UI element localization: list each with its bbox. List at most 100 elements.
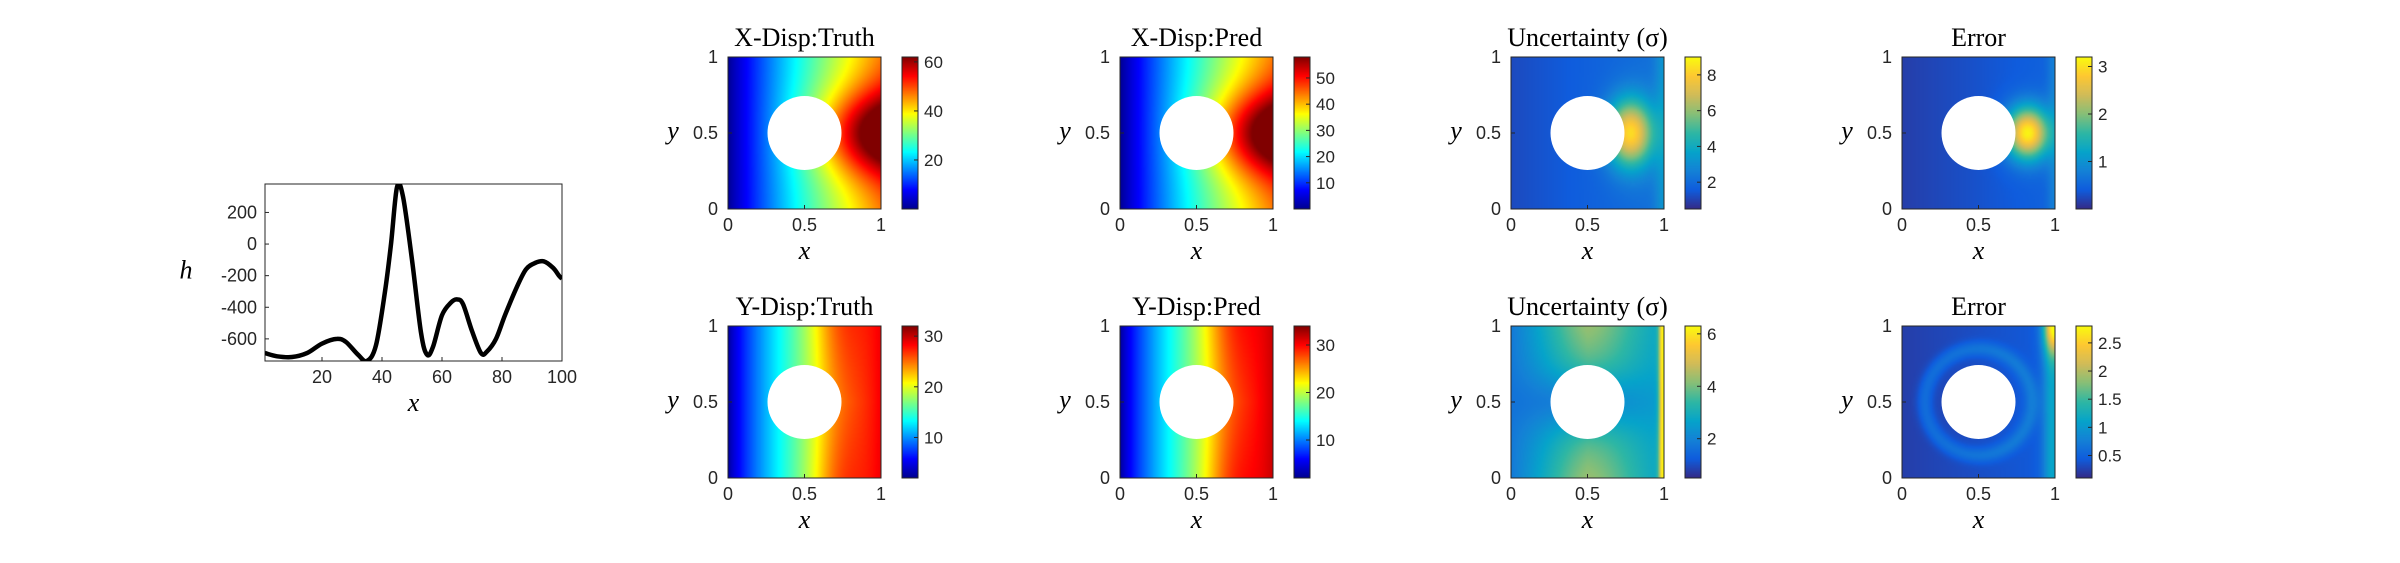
x-tick-label: 0.5 [792, 215, 817, 235]
x-tick-label: 0 [1897, 484, 1907, 504]
y-axis-label: y [664, 385, 679, 414]
colorbar-tick-label: 3 [2098, 58, 2107, 77]
colorbar-tick-label: 6 [1707, 102, 1716, 121]
heatmap-panel: Uncertainty (σ) 0 0.5 1 1 0.5 0 x y 6 4 2 [1447, 292, 1716, 534]
heatmap-panel: X-Disp:Pred 0 0.5 1 1 0.5 0 x y 50 40 30 20 10 [1056, 23, 1335, 265]
colorbar-tick-label: 6 [1707, 325, 1716, 344]
colorbar [1685, 326, 1701, 478]
y-axis-label: y [1447, 385, 1462, 414]
colorbar [2076, 326, 2092, 478]
y-axis-label: y [1447, 116, 1462, 145]
y-axis-label: y [1838, 116, 1853, 145]
colorbar-tick-label: 30 [1316, 121, 1335, 140]
heatmap-panel: Y-Disp:Truth 0 0.5 1 1 0.5 0 x y 30 20 10 [664, 292, 943, 534]
colorbar-tick-label: 20 [1316, 148, 1335, 167]
hole-circle [1941, 365, 2016, 439]
y-tick-label: 0 [1882, 199, 1892, 219]
colorbar-tick-label: 20 [924, 151, 943, 170]
colorbar-box [2075, 56, 2093, 210]
y-tick-label: 1 [1491, 316, 1501, 336]
x-axis-label: x [1190, 505, 1203, 534]
x-axis-label: x [1972, 505, 1985, 534]
colorbar-box [1684, 325, 1702, 479]
panel-title: Uncertainty (σ) [1507, 292, 1668, 321]
colorbar-tick-label: 1 [2098, 153, 2107, 172]
y-tick-label: 0.5 [1476, 123, 1501, 143]
colorbar-box [901, 325, 919, 479]
panel-title: X-Disp:Pred [1131, 23, 1262, 52]
y-tick-label: 1 [1100, 316, 1110, 336]
colorbar-tick-label: 10 [1316, 431, 1335, 450]
hole-circle [1159, 96, 1234, 170]
x-tick-label: 0 [1506, 215, 1516, 235]
y-tick-label: 0 [1100, 468, 1110, 488]
x-tick-label: 0.5 [1575, 215, 1600, 235]
panel-title: X-Disp:Truth [734, 23, 875, 52]
hole-circle [1550, 365, 1625, 439]
colorbar-tick-label: 60 [924, 53, 943, 72]
colorbar-tick-label: 2 [1707, 430, 1716, 449]
x-axis-label: x [798, 505, 811, 534]
x-tick-label: 0 [1115, 484, 1125, 504]
x-axis-label: x [798, 236, 811, 265]
colorbar [1294, 326, 1310, 478]
y-tick-label: 0 [1491, 468, 1501, 488]
colorbar-tick-label: 30 [1316, 336, 1335, 355]
series-line [265, 184, 562, 361]
y-axis-label: h [180, 256, 193, 285]
colorbar-tick-label: 40 [924, 102, 943, 121]
colorbar-tick-label: 20 [1316, 384, 1335, 403]
colorbar-tick-label: 10 [924, 428, 943, 447]
y-tick-label: 1 [1882, 47, 1892, 67]
hole-circle [1159, 365, 1234, 439]
colorbar-tick-label: 2.5 [2098, 334, 2122, 353]
colorbar-tick-label: 2 [2098, 362, 2107, 381]
heatmap-panel: X-Disp:Truth 0 0.5 1 1 0.5 0 x y 60 40 20 [664, 23, 943, 265]
heatmap-panel: Uncertainty (σ) 0 0.5 1 1 0.5 0 x y 8 6 4 2 [1447, 23, 1716, 265]
colorbar-tick-label: 40 [1316, 95, 1335, 114]
colorbar [1685, 57, 1701, 209]
colorbar-tick-label: 50 [1316, 69, 1335, 88]
x-tick-label: 80 [492, 367, 512, 387]
y-tick-label: 1 [1100, 47, 1110, 67]
y-tick-label: 0.5 [1867, 392, 1892, 412]
colorbar-tick-label: 4 [1707, 137, 1716, 156]
y-axis-label: y [664, 116, 679, 145]
y-tick-label: 0.5 [693, 392, 718, 412]
x-tick-label: 1 [876, 484, 886, 504]
x-tick-label: 0.5 [792, 484, 817, 504]
x-tick-label: 1 [2050, 484, 2060, 504]
panel-title: Y-Disp:Truth [736, 292, 874, 321]
y-tick-label: -400 [221, 297, 257, 317]
x-tick-label: 1 [1268, 215, 1278, 235]
x-tick-label: 60 [432, 367, 452, 387]
colorbar-tick-label: 10 [1316, 174, 1335, 193]
colorbar-tick-label: 0.5 [2098, 446, 2122, 465]
y-tick-label: 0 [247, 234, 257, 254]
panel-title: Error [1951, 23, 2006, 52]
x-axis-label: x [1581, 236, 1594, 265]
y-tick-label: 0 [708, 468, 718, 488]
y-tick-label: 1 [708, 47, 718, 67]
heatmap-panel: Error 0 0.5 1 1 0.5 0 x y 2.5 2 1.5 1 0.5 [1838, 292, 2121, 534]
colorbar-box [1293, 56, 1311, 210]
colorbar-tick-label: 20 [924, 378, 943, 397]
y-tick-label: 1 [1491, 47, 1501, 67]
colorbar-tick-label: 1 [2098, 418, 2107, 437]
colorbar [902, 326, 918, 478]
colorbar-tick-label: 8 [1707, 66, 1716, 85]
y-axis-label: y [1056, 385, 1071, 414]
y-tick-label: 0.5 [1867, 123, 1892, 143]
x-tick-label: 0.5 [1184, 484, 1209, 504]
y-tick-label: 0.5 [1085, 392, 1110, 412]
x-tick-label: 1 [2050, 215, 2060, 235]
hole-circle [767, 96, 842, 170]
hole-circle [767, 365, 842, 439]
heatmap-panel: Y-Disp:Pred 0 0.5 1 1 0.5 0 x y 30 20 10 [1056, 292, 1335, 534]
colorbar-tick-label: 30 [924, 327, 943, 346]
colorbar-box [901, 56, 919, 210]
colorbar-box [1293, 325, 1311, 479]
y-tick-label: 200 [227, 202, 257, 222]
y-tick-label: -200 [221, 266, 257, 286]
